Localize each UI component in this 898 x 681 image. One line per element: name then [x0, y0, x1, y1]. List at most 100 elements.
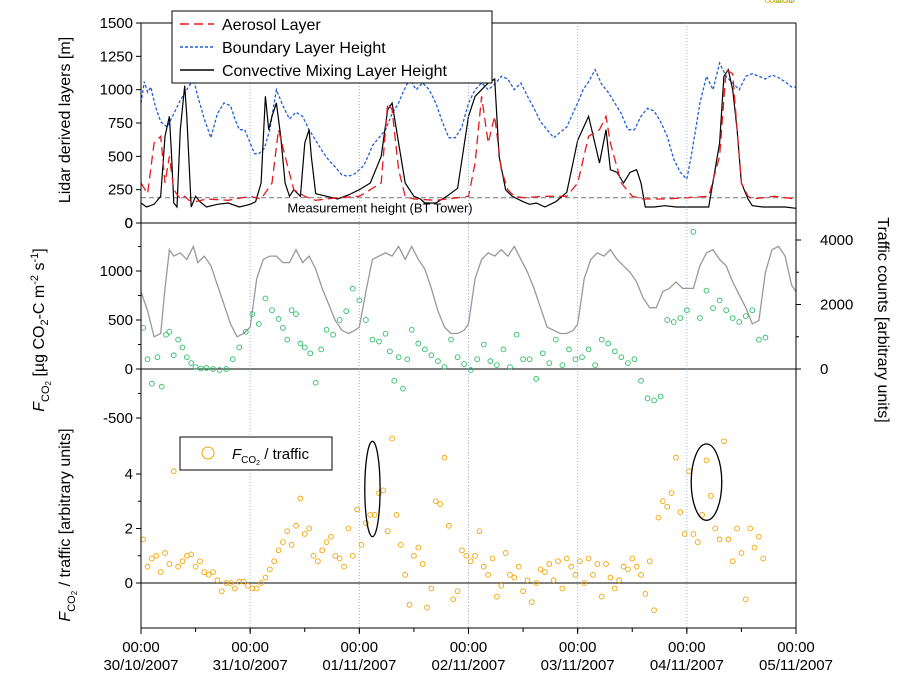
- ratio-point: [716, 536, 723, 543]
- flux-point: [788, 0, 795, 3]
- traffic-y-tick-label: 4000: [820, 232, 853, 249]
- flux-point: [487, 358, 494, 365]
- ratio-point: [742, 596, 749, 603]
- ratio-point: [284, 528, 291, 535]
- x-tick-label-date: 04/11/2007: [650, 657, 724, 674]
- flux-point: [507, 364, 513, 370]
- flux-point: [474, 356, 481, 363]
- ratio-point: [262, 574, 269, 581]
- legend-swatch-ratio: [201, 446, 215, 460]
- flux-point: [461, 361, 467, 367]
- ratio-point: [214, 577, 221, 584]
- flux-point: [192, 364, 199, 370]
- flux-point: [566, 346, 572, 353]
- flux-point: [236, 344, 243, 351]
- ratio-point: [188, 551, 195, 558]
- ratio-point: [629, 555, 636, 562]
- flux-point: [585, 346, 592, 353]
- flux-point: [140, 324, 147, 331]
- flux-point: [611, 348, 618, 355]
- ratio-point: [153, 552, 160, 559]
- flux-point: [605, 340, 612, 347]
- ratio-point: [384, 528, 391, 535]
- ratio-point: [306, 525, 312, 532]
- ratio-point: [463, 552, 470, 559]
- ratio-point: [162, 550, 168, 556]
- flux-point: [736, 319, 743, 325]
- ratio-point: [179, 558, 186, 565]
- ratio-point: [293, 522, 299, 529]
- flux-point: [546, 360, 553, 366]
- flux-point: [318, 346, 324, 353]
- ratio-point: [345, 525, 352, 532]
- ratio-point: [528, 599, 535, 605]
- ratio-point: [699, 512, 705, 518]
- ratio-point: [782, 0, 788, 3]
- flux-point: [166, 328, 173, 335]
- flux-point: [723, 307, 729, 314]
- flux-point: [400, 385, 406, 392]
- ratio-point: [555, 558, 561, 565]
- ratio-point: [419, 561, 426, 567]
- ratio-point: [546, 561, 553, 567]
- ratio-point: [725, 536, 732, 543]
- ratio-point: [576, 558, 583, 565]
- flux-point: [710, 305, 716, 312]
- ratio-point: [585, 555, 592, 562]
- ratio-point: [502, 550, 509, 556]
- legend-ratio: FCO2 / traffic: [179, 436, 333, 471]
- flux-point: [526, 356, 533, 363]
- ratio-point: [441, 454, 448, 461]
- ratio-y-tick-label: 0: [125, 575, 133, 592]
- ratio-point: [511, 574, 518, 581]
- ratio-point: [642, 591, 649, 597]
- ratio-point: [694, 539, 701, 545]
- flux-point: [598, 336, 605, 343]
- flux-point: [198, 365, 204, 372]
- flux-point: [513, 331, 520, 338]
- flux-point: [382, 330, 389, 337]
- ratio-point: [707, 492, 714, 499]
- series-aerosol-layer: [140, 68, 797, 203]
- ratio-point: [673, 454, 679, 461]
- ratio-y-label: FCO2 / traffic [arbitrary units]: [57, 428, 79, 621]
- flux-point: [203, 365, 210, 371]
- flux-point: [775, 0, 782, 3]
- flux-point: [307, 350, 314, 357]
- traffic-y-tick-label: 0: [820, 361, 828, 378]
- flux-point: [223, 366, 230, 372]
- flux-y-tick-label: 1000: [100, 263, 133, 280]
- flux-point: [618, 354, 625, 361]
- flux-point: [293, 311, 299, 317]
- x-tick-label-time: 00:00: [777, 639, 815, 656]
- flux-point: [480, 341, 487, 348]
- ratio-point: [389, 435, 395, 442]
- ratio-point: [568, 563, 574, 570]
- flux-point: [729, 315, 736, 321]
- ratio-point: [594, 561, 601, 567]
- ratio-point: [149, 555, 155, 562]
- axis-labels: Lidar derived layers [m] FCO2 [µg CO2-C m…: [29, 37, 891, 622]
- series-boundary-layer-height: [140, 61, 796, 181]
- flux-point: [762, 334, 769, 341]
- x-tick-label-date: 31/10/2007: [213, 657, 288, 674]
- ratio-point: [769, 0, 775, 3]
- lidar-zero-label: 0: [125, 215, 133, 232]
- flux-point: [323, 326, 330, 333]
- ratio-point: [738, 550, 745, 556]
- flux-point: [369, 336, 376, 343]
- flux-point: [435, 358, 441, 365]
- flux-point: [520, 356, 526, 363]
- ratio-point: [625, 566, 631, 573]
- ratio-point: [777, 0, 784, 3]
- ratio-point: [406, 601, 413, 608]
- ratio-point: [428, 585, 435, 592]
- flux-point: [144, 356, 151, 363]
- ratio-point: [376, 490, 382, 496]
- ratio-point: [498, 582, 505, 589]
- legend-box-ratio: [179, 436, 333, 471]
- x-tick-label-date: 02/11/2007: [432, 657, 506, 674]
- ratio-point: [786, 0, 793, 3]
- legend-entry: Convective Mixing Layer Height: [222, 63, 448, 80]
- ratio-point: [690, 531, 697, 537]
